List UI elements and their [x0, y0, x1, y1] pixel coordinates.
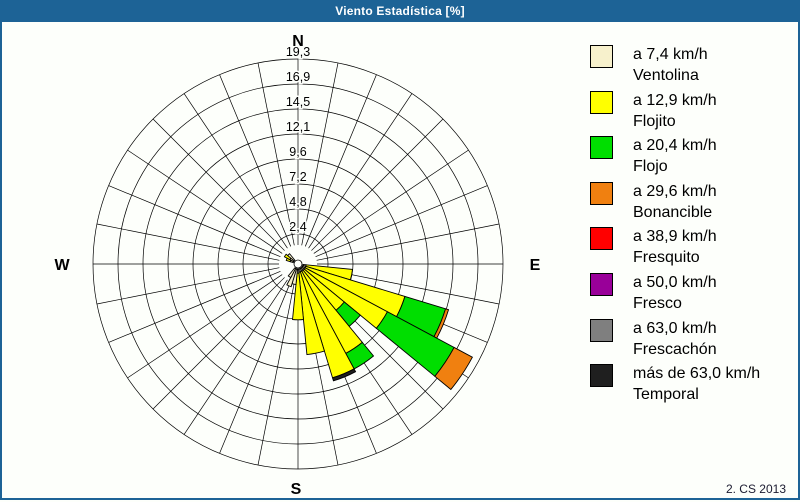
- radial-tick-label: 7,2: [289, 170, 306, 184]
- legend-speed: a 63,0 km/h: [633, 319, 717, 337]
- legend-name: Bonancible: [633, 203, 713, 221]
- legend-swatch-flojo: [590, 136, 613, 160]
- legend-name: Fresco: [633, 294, 682, 312]
- radial-tick-label: 4,8: [289, 195, 306, 209]
- window-title: Viento Estadística [%]: [335, 4, 465, 18]
- legend-item: a 38,9 km/h Fresquito: [590, 226, 790, 272]
- rose-wedge-segment: [283, 253, 292, 261]
- legend-swatch-temporal: [590, 364, 613, 388]
- rose-wedge-segment: [292, 272, 304, 321]
- legend-swatch-fresquito: [590, 227, 613, 251]
- compass-label: N: [292, 33, 304, 50]
- legend-swatch-ventolina: [590, 45, 613, 68]
- rose-wedge-segment: [434, 346, 474, 391]
- legend-item: a 12,9 km/h Flojito: [590, 90, 790, 136]
- credit-text: 2. CS 2013: [725, 482, 786, 496]
- radial-tick-label: 12,1: [286, 120, 310, 134]
- radial-tick-label: 19,3: [286, 45, 310, 59]
- legend-speed: a 50,0 km/h: [633, 273, 717, 291]
- legend-speed: a 29,6 km/h: [633, 182, 717, 200]
- radial-tick-label: 9,6: [289, 145, 306, 159]
- legend: a 7,4 km/h Ventolina a 12,9 km/h Flojito…: [590, 44, 790, 409]
- compass-label: S: [291, 481, 302, 498]
- legend-item: a 29,6 km/h Bonancible: [590, 181, 790, 227]
- legend-item: más de 63,0 km/h Temporal: [590, 363, 790, 409]
- legend-name: Temporal: [633, 386, 699, 404]
- legend-swatch-fresco: [590, 272, 613, 296]
- legend-speed: más de 63,0 km/h: [633, 365, 761, 383]
- legend-item: a 63,0 km/h Frescachón: [590, 318, 790, 364]
- radial-tick-label: 2,4: [289, 220, 306, 234]
- rose-wedge-segment: [286, 267, 298, 288]
- legend-swatch-frescachon: [590, 318, 613, 342]
- legend-name: Frescachón: [633, 340, 717, 358]
- legend-swatch-flojito: [590, 90, 613, 114]
- legend-item: a 50,0 km/h Fresco: [590, 272, 790, 318]
- legend-name: Flojito: [633, 112, 676, 130]
- legend-item: a 7,4 km/h Ventolina: [590, 44, 790, 90]
- rose-wedge-segment: [287, 253, 296, 262]
- legend-speed: a 7,4 km/h: [633, 46, 708, 63]
- title-bar: Viento Estadística [%]: [0, 0, 800, 22]
- rose-wedge-segment: [331, 368, 357, 382]
- legend-speed: a 12,9 km/h: [633, 91, 717, 109]
- compass-label: E: [530, 257, 541, 274]
- radial-tick-label: 14,5: [286, 95, 310, 109]
- radial-tick-label: 16,9: [286, 70, 310, 84]
- legend-speed: a 20,4 km/h: [633, 137, 717, 155]
- legend-speed: a 38,9 km/h: [633, 228, 717, 246]
- legend-name: Fresquito: [633, 249, 700, 267]
- wind-rose-chart: 2,4 4,8 7,2 9,6 12,1 14,5 16,9 19,3N S E W: [54, 33, 541, 498]
- compass-label: W: [54, 257, 70, 274]
- legend-name: Flojo: [633, 158, 668, 176]
- rose-wedge-segment: [287, 267, 297, 279]
- legend-swatch-bonancible: [590, 181, 613, 205]
- rose-wedge-segment: [298, 271, 325, 356]
- legend-name: Ventolina: [633, 67, 699, 84]
- legend-item: a 20,4 km/h Flojo: [590, 135, 790, 181]
